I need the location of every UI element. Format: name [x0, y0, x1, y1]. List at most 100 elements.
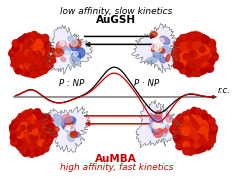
Ellipse shape: [160, 36, 170, 45]
Circle shape: [194, 142, 201, 149]
Circle shape: [172, 126, 179, 133]
Circle shape: [27, 32, 31, 37]
Circle shape: [201, 36, 210, 44]
Circle shape: [152, 122, 159, 129]
Circle shape: [33, 51, 41, 59]
Circle shape: [192, 49, 199, 56]
Circle shape: [66, 126, 69, 129]
Ellipse shape: [51, 122, 58, 128]
Circle shape: [199, 121, 208, 129]
Circle shape: [25, 130, 31, 136]
Ellipse shape: [71, 45, 79, 51]
Circle shape: [38, 34, 43, 39]
Circle shape: [28, 41, 32, 46]
Circle shape: [180, 59, 187, 65]
Ellipse shape: [71, 52, 81, 61]
Circle shape: [33, 57, 41, 65]
Circle shape: [19, 146, 27, 154]
Text: AuMBA: AuMBA: [95, 154, 137, 163]
Ellipse shape: [74, 40, 81, 48]
Circle shape: [177, 114, 183, 120]
Circle shape: [210, 123, 216, 130]
Circle shape: [181, 127, 190, 136]
Circle shape: [210, 54, 217, 61]
Circle shape: [191, 107, 198, 114]
Circle shape: [175, 115, 184, 124]
Circle shape: [178, 54, 185, 60]
Circle shape: [14, 64, 23, 73]
Circle shape: [172, 118, 180, 127]
Circle shape: [192, 42, 201, 50]
Circle shape: [192, 45, 202, 54]
Circle shape: [208, 117, 216, 125]
Circle shape: [199, 46, 205, 53]
Circle shape: [30, 65, 38, 73]
Circle shape: [28, 51, 36, 59]
Circle shape: [175, 143, 181, 149]
Circle shape: [174, 41, 179, 47]
Circle shape: [27, 136, 33, 142]
Circle shape: [10, 138, 18, 146]
Circle shape: [32, 129, 38, 135]
Circle shape: [209, 126, 218, 134]
Circle shape: [206, 67, 212, 73]
Circle shape: [33, 136, 38, 142]
Circle shape: [187, 122, 192, 127]
Circle shape: [192, 149, 197, 154]
Circle shape: [212, 53, 219, 59]
Circle shape: [30, 151, 35, 157]
Circle shape: [30, 53, 35, 58]
Ellipse shape: [74, 132, 80, 137]
Circle shape: [8, 52, 14, 57]
Circle shape: [188, 127, 194, 133]
Circle shape: [37, 124, 43, 130]
Circle shape: [205, 40, 214, 50]
Circle shape: [173, 135, 180, 142]
Circle shape: [176, 37, 182, 43]
Circle shape: [190, 58, 198, 66]
Circle shape: [27, 108, 34, 115]
Ellipse shape: [163, 125, 169, 137]
Ellipse shape: [71, 132, 76, 135]
Circle shape: [184, 50, 192, 58]
Ellipse shape: [62, 46, 70, 55]
Circle shape: [192, 109, 202, 119]
Circle shape: [46, 132, 51, 138]
Circle shape: [206, 115, 211, 120]
Circle shape: [65, 51, 69, 55]
Circle shape: [189, 70, 195, 76]
Ellipse shape: [158, 125, 162, 131]
Circle shape: [21, 41, 29, 50]
Circle shape: [31, 126, 35, 131]
Circle shape: [196, 32, 202, 37]
Circle shape: [173, 123, 179, 129]
Circle shape: [190, 131, 194, 135]
Circle shape: [176, 56, 183, 63]
Circle shape: [9, 49, 15, 55]
Circle shape: [200, 68, 207, 74]
Circle shape: [74, 52, 78, 56]
Circle shape: [187, 149, 194, 156]
Circle shape: [198, 139, 203, 144]
Circle shape: [171, 127, 178, 135]
Circle shape: [191, 120, 199, 129]
Circle shape: [210, 46, 216, 52]
Circle shape: [199, 110, 208, 118]
Circle shape: [31, 34, 37, 40]
Circle shape: [207, 117, 212, 122]
Circle shape: [36, 146, 45, 155]
Circle shape: [49, 130, 58, 138]
Ellipse shape: [146, 57, 158, 63]
Circle shape: [27, 53, 36, 62]
Circle shape: [192, 50, 198, 55]
Circle shape: [27, 53, 35, 61]
Ellipse shape: [54, 127, 59, 131]
Circle shape: [183, 116, 189, 122]
Circle shape: [207, 137, 212, 142]
Circle shape: [152, 43, 159, 50]
Circle shape: [50, 57, 56, 64]
Ellipse shape: [57, 41, 66, 49]
Circle shape: [33, 150, 40, 157]
Circle shape: [189, 53, 198, 62]
Circle shape: [196, 71, 201, 77]
